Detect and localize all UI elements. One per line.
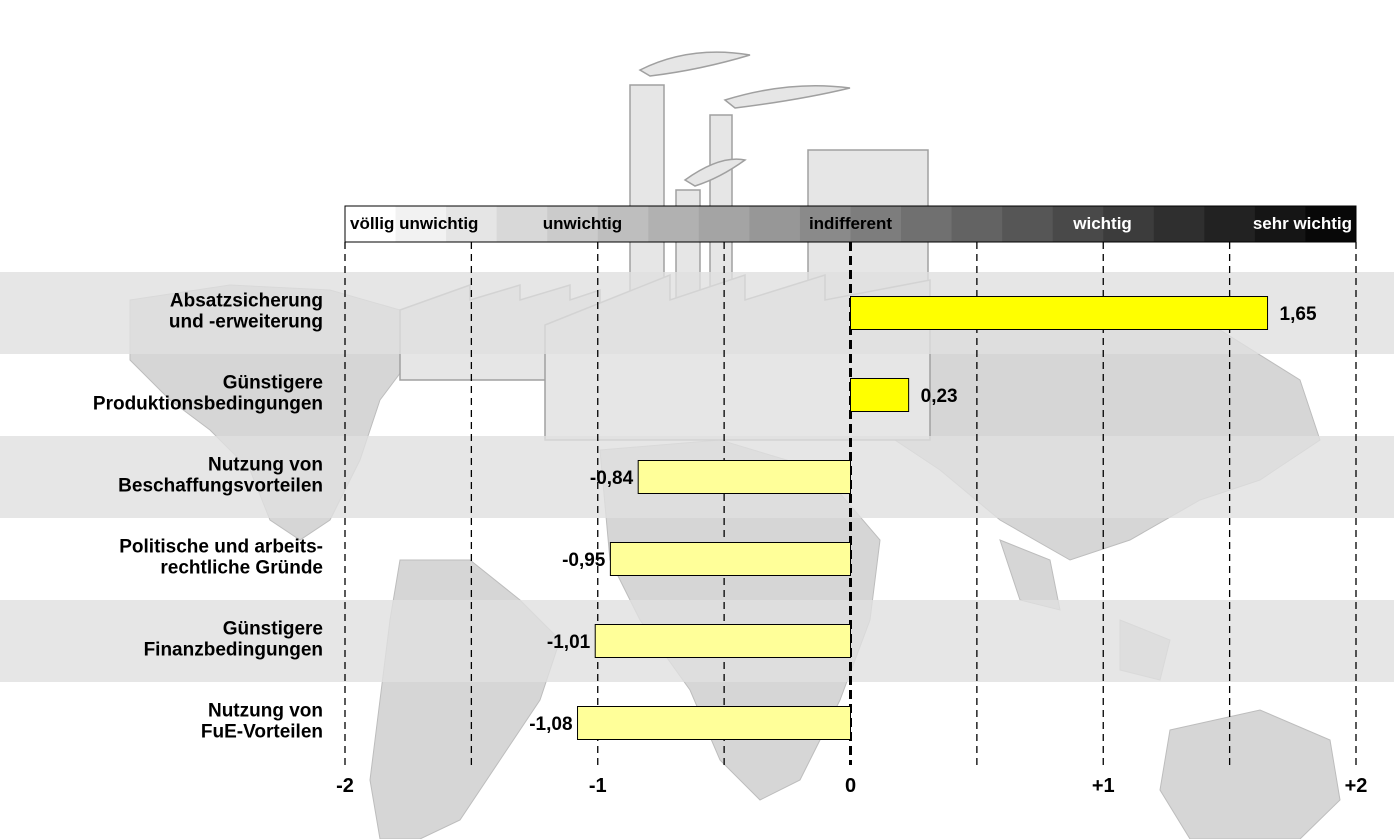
scale-segment <box>446 206 498 242</box>
scale-segment <box>749 206 801 242</box>
tick-label: +2 <box>1345 775 1368 797</box>
scale-segment <box>1204 206 1256 242</box>
scale-label: völlig unwichtig <box>350 214 478 233</box>
bar <box>609 542 852 576</box>
scale-segment <box>901 206 953 242</box>
scale-segment <box>1103 206 1155 242</box>
scale-segment <box>496 206 548 242</box>
scale-segment <box>1254 206 1306 242</box>
scale-segment <box>799 206 851 242</box>
scale-segment <box>1305 206 1357 242</box>
scale-segment <box>597 206 649 242</box>
bar <box>594 624 851 658</box>
value-label: -0,95 <box>562 550 606 571</box>
scale-segment <box>698 206 750 242</box>
bars <box>577 296 1269 740</box>
category-label: Politische und arbeits- <box>119 537 323 558</box>
scale-label: sehr wichtig <box>1253 214 1352 233</box>
value-label: 0,23 <box>921 386 958 407</box>
category-label: Beschaffungsvorteilen <box>118 476 323 497</box>
tick-label: -2 <box>336 775 354 797</box>
scale-segment <box>648 206 700 242</box>
value-label: 1,65 <box>1280 304 1317 325</box>
bar <box>577 706 852 740</box>
category-label: Günstigere <box>223 373 323 394</box>
value-label: -0,84 <box>590 468 634 489</box>
category-label: rechtliche Gründe <box>160 558 323 579</box>
row-bands <box>0 272 1394 682</box>
scale-segment <box>547 206 599 242</box>
scale-label: unwichtig <box>543 214 622 233</box>
category-label: Nutzung von <box>208 701 323 722</box>
scale-segment <box>951 206 1003 242</box>
category-label: FuE-Vorteilen <box>201 722 323 743</box>
scale-label: indifferent <box>809 214 892 233</box>
category-label: Finanzbedingungen <box>144 640 323 661</box>
tick-label: -1 <box>589 775 607 797</box>
scale-segment <box>850 206 902 242</box>
scale-segment <box>1002 206 1054 242</box>
category-label: Absatzsicherung <box>170 291 323 312</box>
category-label: Produktionsbedingungen <box>93 394 323 415</box>
bar <box>850 296 1269 330</box>
tick-label: +1 <box>1092 775 1115 797</box>
value-label: -1,01 <box>547 632 591 653</box>
scale-label: wichtig <box>1072 214 1132 233</box>
category-label: Günstigere <box>223 619 323 640</box>
category-label: Nutzung von <box>208 455 323 476</box>
scale-segment <box>395 206 447 242</box>
scale-segment <box>1153 206 1205 242</box>
importance-scale-bar: völlig unwichtig unwichtig indifferent wich… <box>344 205 1357 243</box>
bar <box>637 460 851 494</box>
category-label: und -erweiterung <box>169 312 323 333</box>
value-label: -1,08 <box>529 714 572 735</box>
scale-segment <box>1052 206 1104 242</box>
scale-segment <box>345 206 397 242</box>
tick-label: 0 <box>845 775 856 797</box>
bar <box>850 378 910 412</box>
